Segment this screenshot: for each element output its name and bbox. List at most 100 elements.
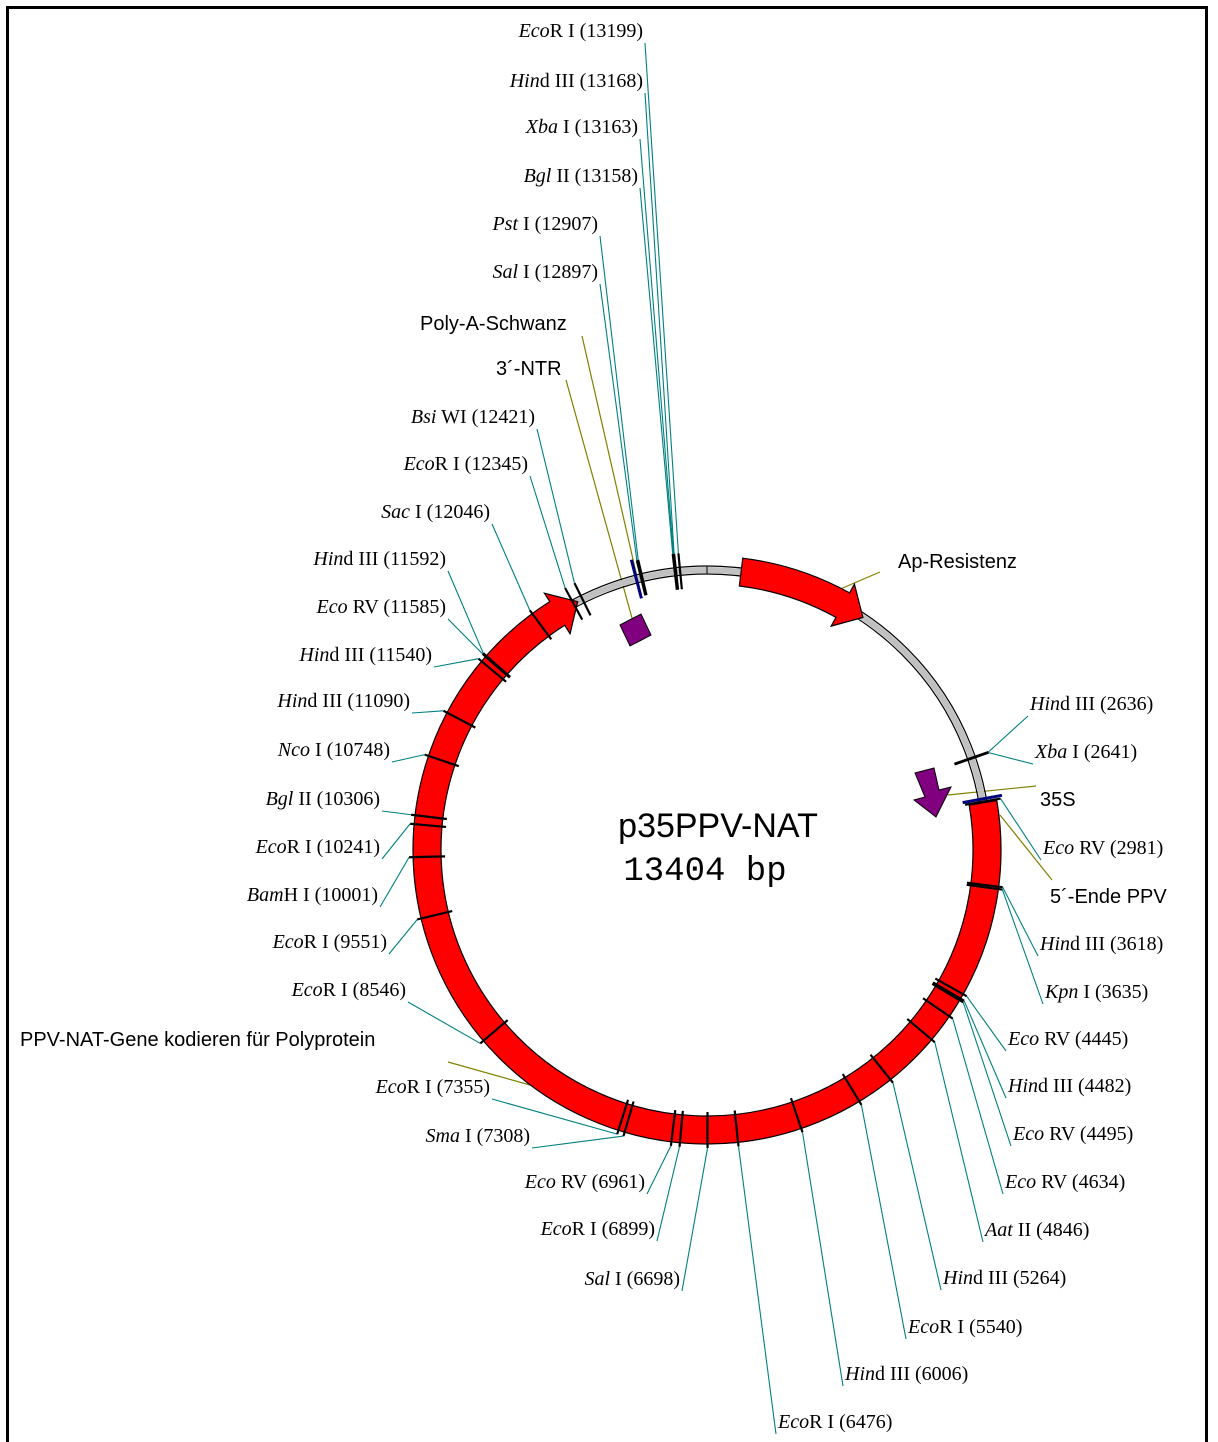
enzyme-italic: Bsi — [411, 406, 437, 428]
site-leader-10306 — [382, 811, 411, 815]
enzyme-italic: Eco — [1004, 1171, 1036, 1193]
paren-close: ) — [383, 739, 390, 761]
site-label-4846: Aat II (4846) — [983, 1219, 1089, 1241]
site-position: 8546 — [359, 979, 399, 1001]
site-leader-13163 — [640, 139, 673, 554]
site-label-11090: Hind III (11090) — [276, 690, 410, 712]
site-leader-5264 — [893, 1083, 941, 1290]
leader-lines — [380, 43, 1052, 1434]
paren-close: ) — [1083, 1219, 1090, 1241]
paren-close: ) — [631, 116, 638, 138]
site-leader-11585 — [448, 619, 483, 654]
site-position: 13168 — [586, 70, 636, 92]
enzyme-rest: d III ( — [973, 1267, 1020, 1289]
site-label-4634: Eco RV (4634) — [1004, 1171, 1125, 1193]
site-position: 10001 — [321, 884, 371, 906]
site-position: 10306 — [323, 788, 373, 810]
5-ende-ppv-label: 5´-Ende PPV — [1050, 886, 1167, 908]
enzyme-italic: Eco — [907, 1316, 939, 1338]
site-label-10748: Nco I (10748) — [277, 739, 390, 761]
site-position: 4846 — [1043, 1219, 1083, 1241]
enzyme-rest: RV ( — [556, 1171, 599, 1193]
paren-close: ) — [591, 213, 598, 235]
site-label-4482: Hind III (4482) — [1007, 1075, 1131, 1097]
site-position: 6698 — [633, 1268, 673, 1290]
paren-close: ) — [886, 1411, 893, 1433]
site-position: 12897 — [541, 261, 591, 283]
site-position: 4634 — [1079, 1171, 1119, 1193]
enzyme-rest: d III ( — [875, 1363, 922, 1385]
paren-close: ) — [528, 406, 535, 428]
enzyme-rest: R I ( — [572, 1218, 609, 1240]
enzyme-italic: Hin — [509, 70, 540, 92]
enzyme-rest: d III ( — [343, 548, 390, 570]
site-position: 3635 — [1102, 981, 1142, 1003]
site-label-10001: BamH I (10001) — [247, 884, 378, 906]
enzyme-rest: I ( — [518, 213, 542, 235]
site-label-6476: EcoR I (6476) — [777, 1411, 892, 1433]
site-position: 7308 — [483, 1125, 523, 1147]
enzyme-rest: R I ( — [550, 20, 587, 42]
site-label-5540: EcoR I (5540) — [907, 1316, 1022, 1338]
ap-resistenz-arrow — [739, 558, 863, 626]
paren-close: ) — [638, 1171, 645, 1193]
enzyme-rest: R I ( — [435, 453, 472, 475]
site-label-12046: Sac I (12046) — [381, 501, 490, 523]
enzyme-italic: Bam — [247, 884, 284, 906]
site-position: 4495 — [1087, 1123, 1127, 1145]
enzyme-italic: Eco — [315, 596, 347, 618]
enzyme-italic: Hin — [312, 548, 343, 570]
35s-label: 35S — [1040, 789, 1076, 811]
site-position: 11592 — [390, 548, 439, 570]
site-leader-11540 — [434, 659, 479, 667]
enzyme-italic: Eco — [1007, 1028, 1039, 1050]
enzyme-rest: d III ( — [307, 690, 354, 712]
enzyme-rest: H I ( — [284, 884, 322, 906]
site-label-12345: EcoR I (12345) — [403, 453, 528, 475]
site-leader-12046 — [492, 524, 530, 610]
site-leader-5540 — [861, 1105, 906, 1339]
site-label-13163: Xba I (13163) — [525, 116, 638, 138]
plasmid-size: 13404 bp — [623, 853, 786, 891]
enzyme-italic: Eco — [518, 20, 550, 42]
paren-close: ) — [1060, 1267, 1067, 1289]
ap-resistenz-leader — [838, 572, 880, 590]
site-leader-4445 — [967, 996, 1006, 1051]
site-leader-4846 — [935, 1042, 983, 1242]
site-position: 3618 — [1117, 933, 1157, 955]
site-leader-2641 — [989, 753, 1033, 764]
enzyme-rest: d III ( — [1038, 1075, 1085, 1097]
site-position: 2636 — [1107, 693, 1147, 715]
enzyme-italic: Sal — [584, 1268, 610, 1290]
enzyme-italic: Sac — [381, 501, 410, 523]
enzyme-italic: Hin — [276, 690, 307, 712]
site-leader-12897 — [600, 284, 637, 560]
paren-close: ) — [439, 548, 446, 570]
site-leader-10241 — [382, 824, 410, 859]
enzyme-italic: Eco — [1012, 1123, 1044, 1145]
enzyme-rest: R I ( — [287, 836, 324, 858]
site-label-2641: Xba I (2641) — [1034, 741, 1137, 763]
ppv-nat-label: PPV-NAT-Gene kodieren für Polyprotein — [20, 1029, 375, 1051]
enzyme-italic: Bgl — [524, 165, 552, 187]
site-position: 10241 — [323, 836, 373, 858]
site-label-2636: Hind III (2636) — [1029, 693, 1153, 715]
enzyme-rest: R I ( — [304, 931, 341, 953]
site-label-12907: Pst I (12907) — [491, 213, 598, 235]
site-label-6961: Eco RV (6961) — [524, 1171, 645, 1193]
enzyme-rest: I ( — [1078, 981, 1102, 1003]
enzyme-italic: Hin — [298, 644, 329, 666]
site-position: 11090 — [354, 690, 403, 712]
site-position: 12046 — [433, 501, 483, 523]
enzyme-rest: I ( — [558, 116, 582, 138]
enzyme-rest: I ( — [610, 1268, 634, 1290]
enzyme-rest: R I ( — [809, 1411, 846, 1433]
site-label-13158: Bgl II (13158) — [524, 165, 638, 187]
site-position: 13199 — [586, 20, 636, 42]
site-leader-3618 — [1003, 887, 1038, 956]
site-label-11592: Hind III (11592) — [312, 548, 446, 570]
enzyme-italic: Nco — [277, 739, 310, 761]
site-label-13168: Hind III (13168) — [509, 70, 643, 92]
site-label-7308: Sma I (7308) — [426, 1125, 530, 1147]
